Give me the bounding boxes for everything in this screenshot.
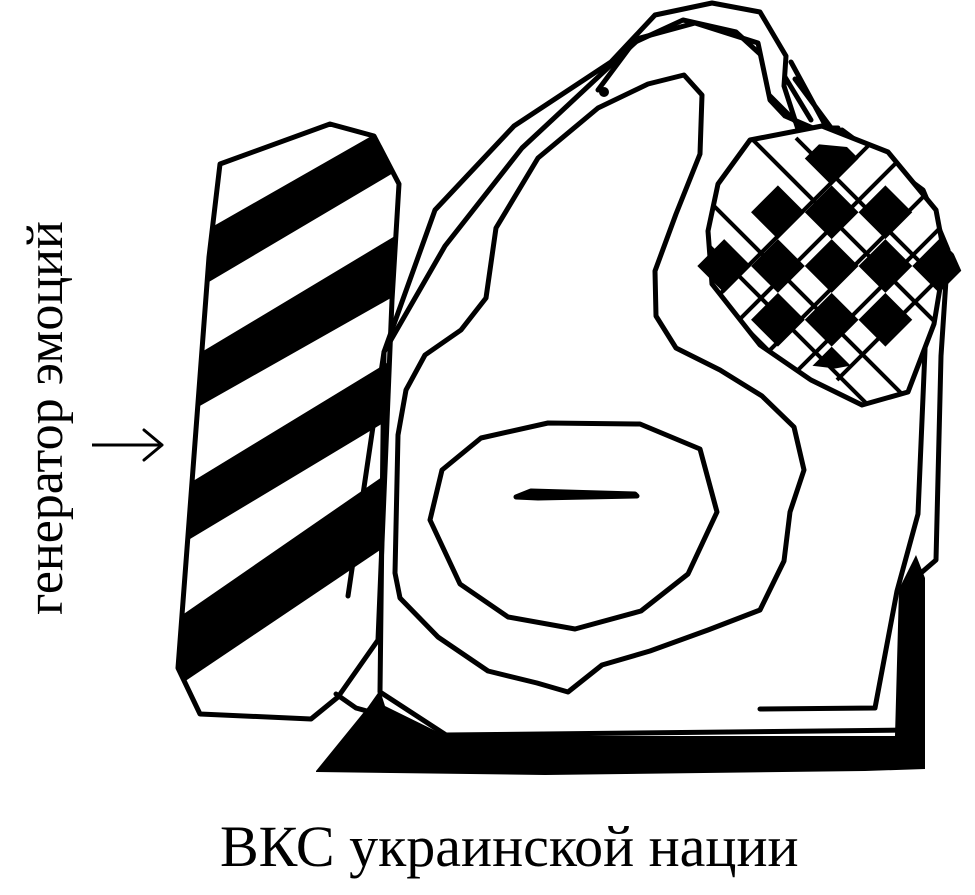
- base-black-bar: [316, 555, 925, 775]
- emotion-generator-stripes: [175, 121, 402, 722]
- diagonal-stripes: [178, 134, 399, 688]
- striped-block-outline: [175, 121, 402, 722]
- inner-frame: [345, 20, 930, 712]
- stripe-band: [178, 230, 399, 420]
- stripe-band: [178, 134, 399, 302]
- emotion-generator-label: генератор эмоций: [17, 220, 74, 615]
- small-dot: [599, 87, 609, 97]
- arrow-right-icon: [92, 428, 164, 462]
- checkered-block-outline: [705, 123, 948, 408]
- diagram-caption: ВКС украинской нации: [220, 814, 799, 879]
- base-strip: [316, 555, 925, 775]
- stripe-band: [178, 352, 399, 548]
- stripe-band: [178, 468, 395, 688]
- checkered-dot: [825, 215, 839, 229]
- top-inner-line: [595, 17, 763, 93]
- teardrop-contour: [392, 72, 807, 695]
- main-figure: [333, 0, 951, 739]
- inner-oval: [427, 420, 720, 632]
- checkered-block: [697, 123, 967, 408]
- dash-line: [513, 488, 640, 501]
